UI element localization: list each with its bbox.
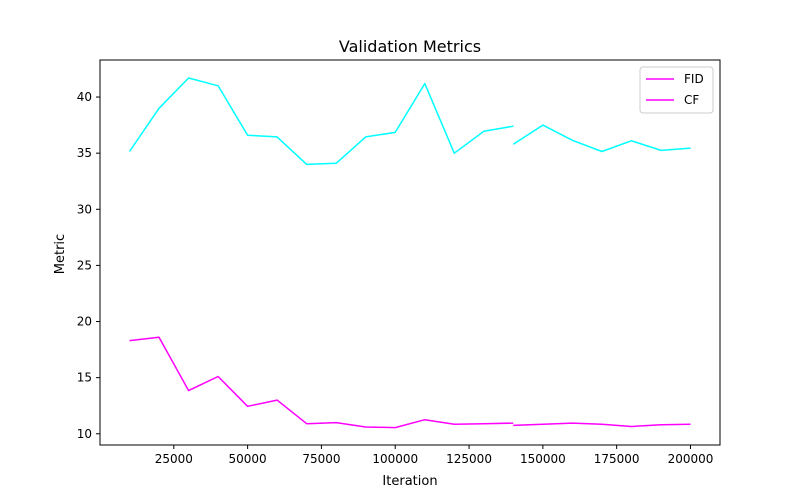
x-tick-label: 150000	[520, 452, 566, 466]
series-1-segment-0-line	[128, 77, 514, 166]
legend-label: CF	[684, 93, 699, 107]
x-tick-label: 125000	[446, 452, 492, 466]
legend: FID CF	[639, 66, 714, 114]
y-tick-label: 35	[77, 146, 92, 160]
y-tick-label: 30	[77, 202, 92, 216]
axes-frame	[99, 59, 721, 446]
y-tick-label: 20	[77, 315, 92, 329]
x-tick-label: 200000	[668, 452, 714, 466]
y-axis-label: Metric	[53, 234, 68, 274]
chart-title: Validation Metrics	[339, 37, 481, 56]
series-0-segment-1-line	[513, 422, 691, 428]
x-tick-label: 175000	[594, 452, 640, 466]
x-tick-label: 75000	[302, 452, 340, 466]
series-0-segment-0-line	[129, 336, 514, 429]
legend-label: FID	[684, 72, 704, 86]
y-tick-label: 10	[77, 427, 92, 441]
y-tick-label: 40	[77, 90, 92, 104]
x-tick-label: 100000	[372, 452, 418, 466]
axes: 25000 50000 75000 100000 125000 150000 175000 2…	[77, 59, 721, 466]
x-tick-label: 50000	[229, 452, 267, 466]
series-1-segment-1-line	[512, 124, 691, 153]
x-axis-label: Iteration	[382, 474, 437, 489]
x-tick-label: 25000	[155, 452, 193, 466]
y-tick-label: 15	[77, 371, 92, 385]
y-tick-label: 25	[77, 258, 92, 272]
plot-area	[128, 77, 691, 429]
